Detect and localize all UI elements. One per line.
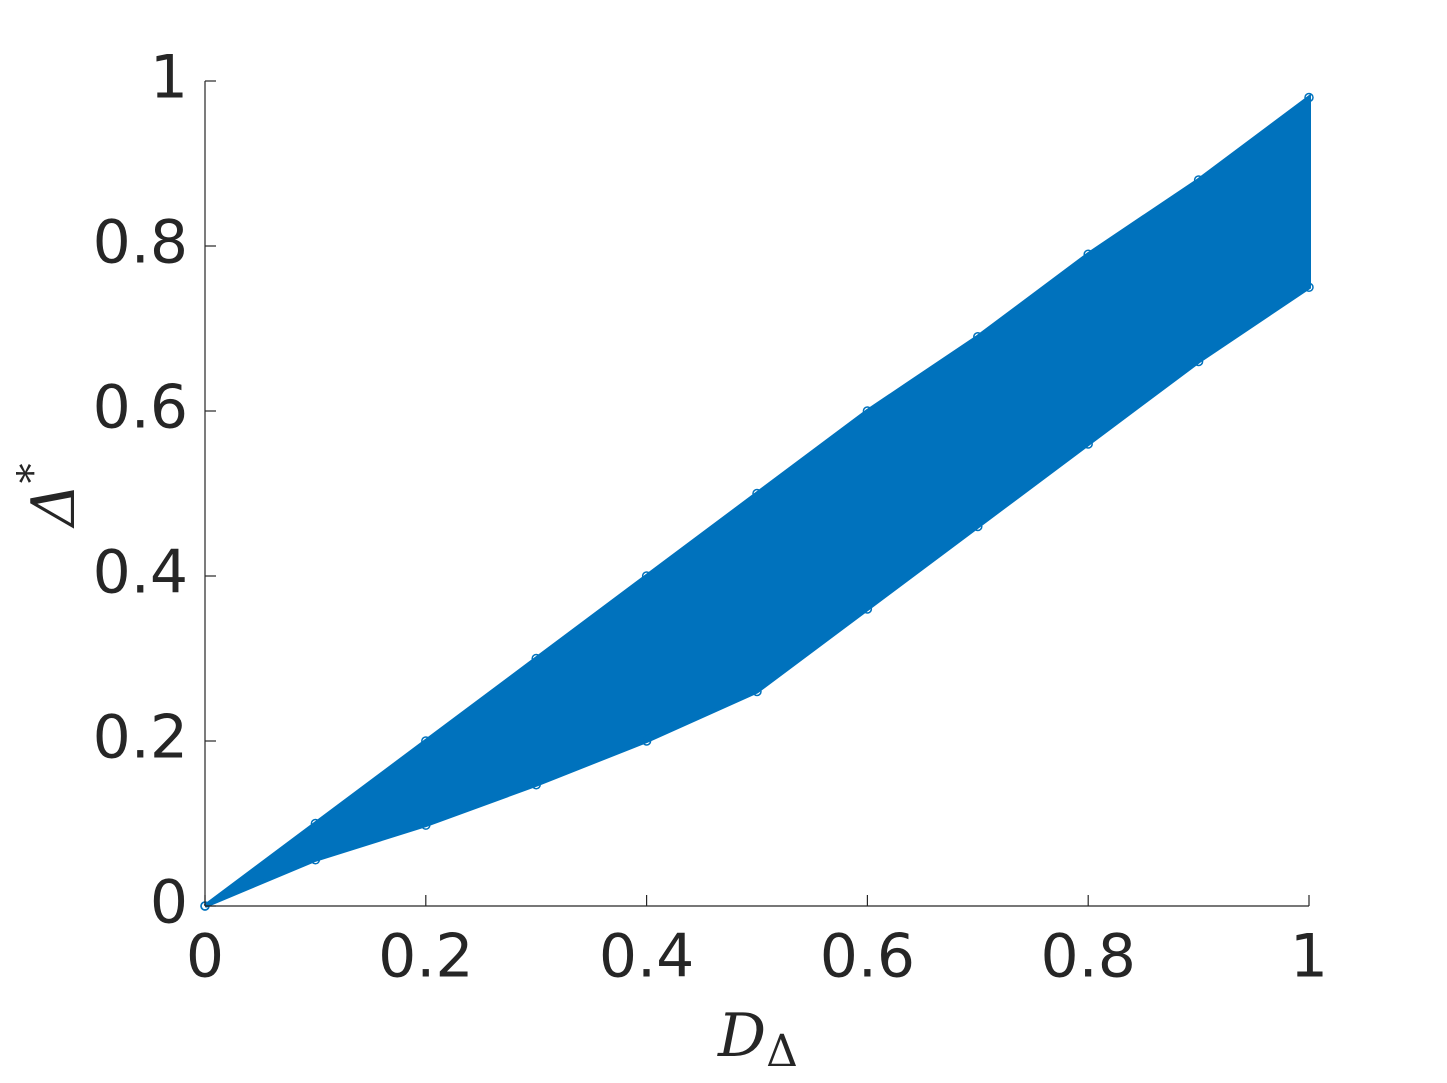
point [752, 488, 762, 499]
x-label-text: D [717, 1001, 766, 1071]
y-tick-label: 1 [150, 43, 188, 113]
point [1304, 92, 1314, 103]
point-cloud [203, 93, 1311, 908]
y-label-text: Δ [19, 483, 89, 528]
point [531, 653, 541, 664]
point [752, 686, 762, 697]
x-tick-label: 1 [1290, 922, 1328, 992]
point [1304, 282, 1314, 292]
point [531, 779, 541, 790]
point [973, 521, 983, 532]
point [1083, 249, 1093, 259]
x-tick-label: 0.2 [378, 922, 473, 992]
x-tick-label: 0.8 [1040, 922, 1135, 992]
x-axis-label: DΔ [717, 1001, 798, 1077]
y-tick-label: 0.4 [93, 538, 188, 608]
y-tick-label: 0.6 [93, 373, 188, 443]
y-tick-label: 0 [150, 868, 188, 938]
x-tick-label: 0 [186, 922, 224, 992]
point [641, 571, 652, 581]
x-label-subscript: Δ [766, 1026, 798, 1077]
y-tick-label: 0.8 [93, 208, 188, 278]
point [310, 855, 321, 865]
point [421, 736, 431, 746]
point [862, 406, 873, 416]
point [1193, 356, 1204, 367]
y-label-superscript: * [10, 463, 56, 483]
point [1193, 175, 1204, 185]
point [421, 820, 431, 830]
x-tick-label: 0.6 [820, 922, 915, 992]
y-tick-label: 0.2 [93, 703, 188, 773]
point [973, 332, 983, 342]
point [641, 736, 652, 746]
y-axis-label: Δ* [10, 463, 89, 528]
point [1083, 439, 1093, 449]
point [862, 604, 873, 614]
plot-area [200, 92, 1314, 911]
x-tick-label: 0.4 [599, 922, 694, 992]
point [310, 818, 321, 829]
